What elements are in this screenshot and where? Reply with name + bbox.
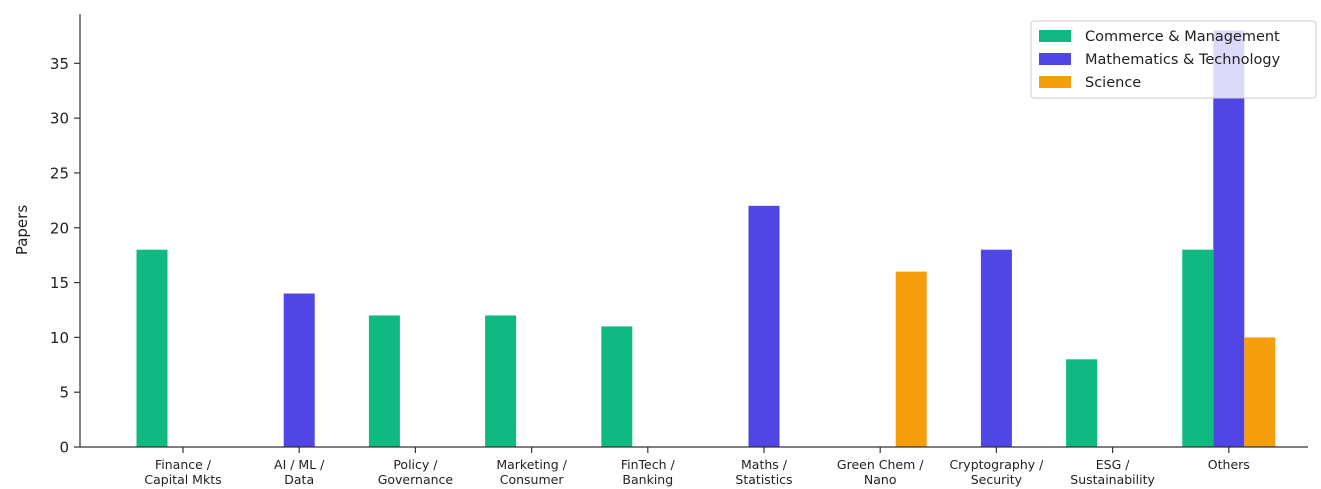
bar-commerce-management-8	[1066, 359, 1098, 447]
y-tick-label: 5	[59, 384, 69, 402]
axes-layer: 0 5 10 15 20 25 30 35 Papers Finance / Capital Mkt…	[13, 14, 1308, 487]
x-tick-label: Green Chem / Nano	[837, 457, 924, 487]
y-tick-label: 20	[50, 219, 69, 237]
x-tick-label: Marketing / Consumer	[496, 457, 567, 487]
x-tick-label: Others	[1208, 457, 1250, 472]
bar-mathematics-technology-7	[980, 249, 1012, 447]
legend-swatch	[1039, 76, 1071, 88]
bar-commerce-management-9	[1182, 249, 1214, 447]
legend: Commerce & Management Mathematics & Techn…	[1030, 20, 1317, 99]
bar-mathematics-technology-1	[283, 293, 315, 447]
bar-commerce-management-4	[601, 326, 633, 447]
legend-swatch	[1039, 53, 1071, 65]
legend-swatch	[1039, 30, 1071, 42]
x-tick-label: Maths / Statistics	[735, 457, 792, 487]
y-tick-label: 35	[50, 55, 69, 73]
y-tick-label: 30	[50, 110, 69, 128]
bar-commerce-management-2	[368, 315, 400, 447]
x-tick-label: FinTech / Banking	[621, 457, 676, 487]
legend-label: Commerce & Management	[1085, 29, 1280, 45]
x-tick-label: AI / ML / Data	[274, 457, 325, 487]
bar-science-9	[1244, 337, 1276, 447]
y-tick-label: 15	[50, 274, 69, 292]
y-tick-label: 25	[50, 164, 69, 182]
y-tick-label: 0	[59, 439, 69, 457]
bar-science-6	[895, 271, 927, 447]
legend-frame	[1030, 20, 1317, 99]
x-tick-label: ESG / Sustainability	[1070, 457, 1155, 487]
bar-mathematics-technology-5	[748, 205, 780, 447]
bar-commerce-management-0	[136, 249, 168, 447]
legend-label: Science	[1085, 75, 1141, 91]
x-tick-label: Policy / Governance	[378, 457, 454, 487]
y-axis-label: Papers	[13, 205, 31, 255]
bar-commerce-management-3	[485, 315, 517, 447]
bar-mathematics-technology-9	[1213, 30, 1245, 447]
bars-layer	[136, 30, 1276, 447]
y-tick-label: 10	[50, 329, 69, 347]
x-tick-label: Cryptography / Security	[949, 457, 1044, 487]
legend-label: Mathematics & Technology	[1085, 52, 1281, 68]
x-tick-label: Finance / Capital Mkts	[144, 457, 221, 487]
